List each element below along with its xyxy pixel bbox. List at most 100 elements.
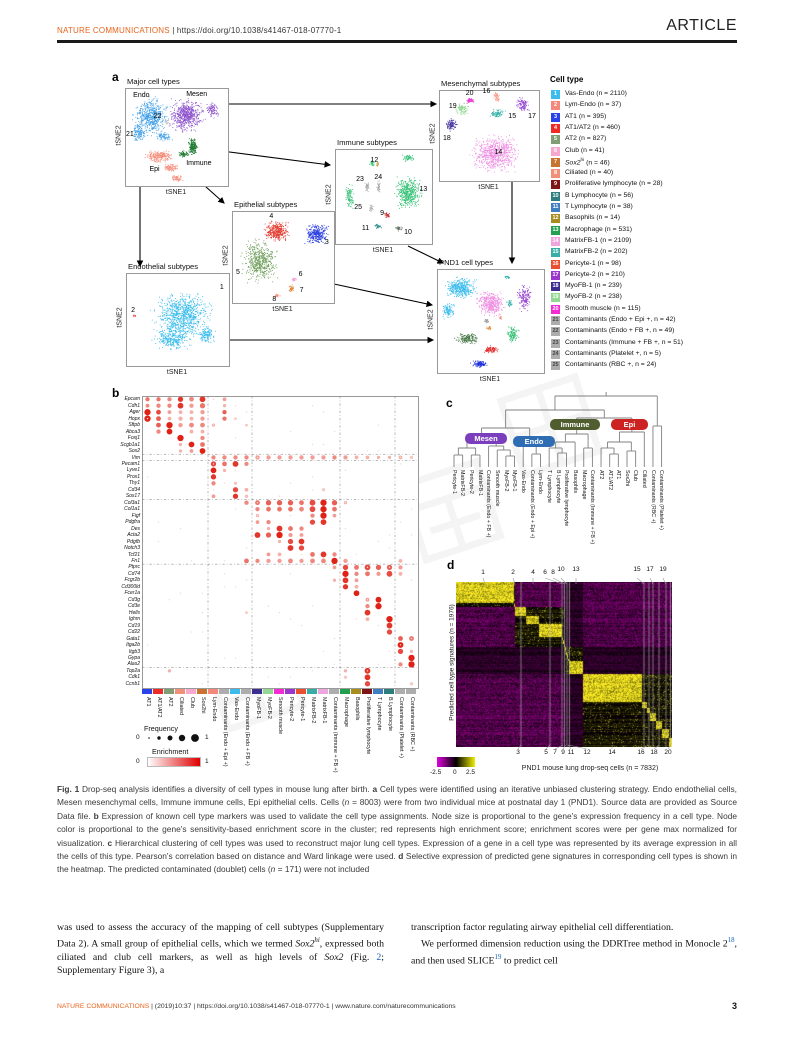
celltype-legend-item: 14 MatrixFB-1 (n = 2109) [551, 236, 737, 247]
panel-a-label: a [112, 70, 119, 84]
reference-link[interactable]: 2 [376, 951, 382, 963]
legend-item-label: Club (n = 41) [565, 146, 605, 154]
dendrogram-leaf-label: Basophils [571, 470, 578, 493]
celltype-legend-item: 10 B Lymphocyte (n = 56) [551, 191, 737, 202]
frequency-max: 1 [205, 734, 209, 741]
tsne-annotation-epi: 3 [324, 239, 329, 247]
heatmap-bottom-number: 12 [583, 749, 591, 756]
legend-swatch: 12 [551, 214, 560, 224]
tsne-ylabel-endo: tSNE2 [116, 307, 124, 328]
tsne-annotation-major: Endo [133, 91, 150, 99]
tsne-scatter-epi [232, 211, 333, 302]
tsne-annotation-mesen: 15 [508, 112, 517, 120]
legend-swatch: 7 [551, 157, 560, 167]
tsne-annotation-epi: 4 [269, 212, 274, 220]
tsne-annotation-immune: 23 [356, 176, 364, 184]
legend-swatch: 6 [551, 146, 560, 156]
tsne-title-mesen: Mesenchymal subtypes [441, 79, 521, 88]
dendrogram-leaf-label: Smooth muscle [494, 470, 501, 507]
column-color-swatch [208, 689, 219, 694]
body-left-column: was used to assess the accuracy of the m… [57, 922, 385, 976]
dotplot-gene-label: Gypa [128, 654, 140, 661]
heatmap-bottom-number: 16 [637, 749, 645, 756]
tsne-annotation-immune: 25 [354, 204, 362, 212]
legend-swatch: 5 [551, 135, 560, 145]
dotplot-gene-label: Itgb3 [128, 648, 140, 655]
heatmap-top-number: 6 [543, 569, 547, 576]
dotplot-column-label: Contaminants (RBC +) [408, 697, 415, 752]
dotplot-column-label: AT1 [144, 697, 151, 707]
legend-item-label: AT1/AT2 (n = 460) [565, 123, 621, 131]
legend-swatch: 14 [551, 236, 560, 246]
column-color-swatch [241, 689, 252, 694]
legend-item-label: Pericyte-1 (n = 98) [565, 259, 622, 267]
heatmap-top-number: 15 [633, 566, 641, 573]
dendrogram-leaf-label: Contaminants (RBC +) [649, 470, 656, 524]
dotplot-gene-label: Thy1 [128, 480, 140, 487]
tsne-ylabel-immune: tSNE2 [325, 184, 333, 205]
celltype-legend-item: 15 MatrixFB-2 (n = 202) [551, 248, 737, 258]
enrichment-gradient-bar [147, 757, 201, 767]
tsne-title-immune: Immune subtypes [337, 138, 397, 147]
dotplot-column-label: Contaminants (Endo + FB +) [243, 697, 250, 766]
header-rule [57, 40, 737, 43]
celltype-legend-item: 13 Macrophage (n = 531) [551, 225, 737, 236]
dendrogram-leaf-label: T Lymphocyte [545, 470, 552, 503]
column-color-swatch [197, 689, 208, 694]
legend-item-label: Ciliated (n = 40) [565, 169, 614, 177]
legend-item-label: Contaminants (Endo + Epi +, n = 42) [565, 316, 676, 323]
panel-b-label: b [112, 386, 120, 400]
dotplot-gene-label: Lyve1 [126, 467, 140, 474]
tsne-annotation-immune: 11 [361, 225, 370, 233]
heatmap-colorbar [437, 757, 475, 767]
legend-item-label: Contaminants (Platelet +, n = 5) [565, 349, 661, 357]
tsne-annotation-mesen: 18 [442, 135, 451, 142]
column-color-swatch [307, 689, 318, 694]
legend-swatch: 2 [551, 101, 560, 111]
tsne-annotation-major: Mesen [186, 90, 208, 98]
dotplot-gene-label: Cd19 [128, 622, 140, 629]
legend-item-label: AT1 (n = 395) [565, 112, 607, 120]
dotplot-gene-label: Figf [131, 512, 140, 519]
footer-line: NATURE COMMUNICATIONS | (2019)10:37 | ht… [57, 1003, 456, 1010]
column-color-swatch [296, 689, 307, 694]
dendrogram-group-immune: Immune [550, 419, 600, 430]
dotplot-gene-label: Fcer1a [124, 590, 140, 597]
dotplot-column-label: Pericyte-2 [287, 697, 294, 722]
column-color-swatch [329, 689, 340, 694]
dendrogram-leaf-label: Contaminants (Platelet +) [658, 470, 665, 530]
dendrogram-leaf-label: Pericyte-2 [468, 470, 475, 494]
tsne-scatter-immune [335, 149, 431, 243]
panel-c-label: c [446, 396, 453, 410]
column-color-swatch [252, 689, 263, 694]
reference-link[interactable]: 19 [494, 953, 502, 961]
legend-item-label: MyoFB-1 (n = 239) [565, 282, 622, 290]
tsne-xlabel-epi: tSNE1 [272, 306, 293, 313]
celltype-legend-item: 11 T Lymphocyte (n = 38) [551, 203, 737, 213]
heatmap-top-number: 17 [646, 566, 654, 573]
celltype-legend-item: 22 Contaminants (Endo + FB +, n = 49) [551, 327, 737, 337]
dendrogram-leaf-label: Sox2hi [623, 470, 630, 487]
legend-item-label: Basophils (n = 14) [565, 214, 620, 222]
celltype-legend-item: 4 AT1/AT2 (n = 460) [551, 123, 737, 134]
reference-link[interactable]: 18 [727, 937, 735, 945]
dotplot-gene-label: Pdgfb [126, 538, 140, 545]
legend-item-label: Contaminants (RBC +, n = 24) [565, 361, 657, 369]
dotplot-gene-label: Cd3g [128, 596, 140, 603]
legend-swatch: 17 [551, 270, 560, 280]
dotplot-gene-label: Sftpb [128, 422, 140, 429]
legend-swatch: 21 [551, 316, 560, 325]
column-color-swatch [230, 689, 241, 694]
legend-item-label: MatrixFB-2 (n = 202) [565, 248, 628, 256]
dotplot-gene-label: Top2a [126, 667, 140, 674]
frequency-legend-title: Frequency [144, 724, 178, 733]
dotplot-gene-label: Des [131, 525, 140, 532]
dendrogram-leaf-label: Vas-Endo [520, 470, 526, 493]
dotplot-gene-label: Cd3e [128, 603, 140, 610]
dotplot-column-label: T Lymphocyte [375, 697, 382, 731]
dendrogram-leaf-label: AT2 [597, 470, 604, 480]
dotplot-column-label: MatrixFB-1 [320, 697, 327, 724]
header-journal-line: NATURE COMMUNICATIONS | https://doi.org/… [57, 26, 342, 35]
heatmap-bottom-number: 11 [567, 749, 575, 756]
